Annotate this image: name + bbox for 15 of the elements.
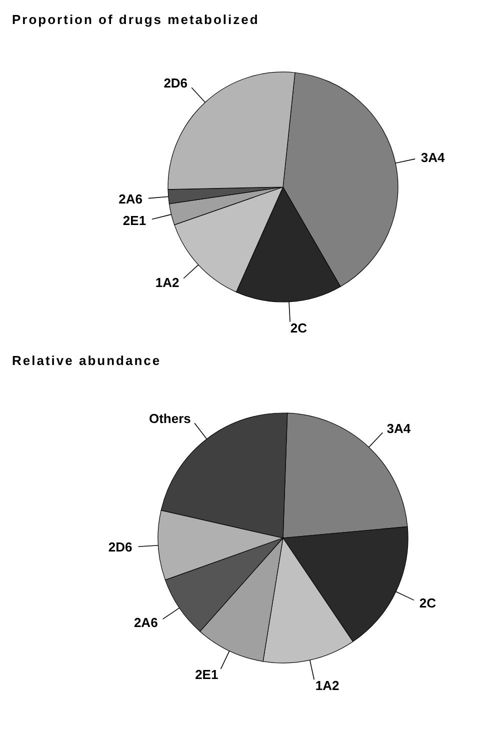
chart-title: Relative abundance [11, 352, 162, 368]
chart-title: Proportion of drugs metabolized [11, 11, 260, 27]
slice-label: 2C [290, 320, 308, 336]
slice-label: 2A6 [118, 191, 142, 206]
slice-label: 2E1 [122, 213, 146, 228]
slice-label: Others [148, 410, 191, 426]
slice-label: 2E1 [195, 666, 218, 682]
slice-label: 2D6 [108, 539, 132, 554]
slice-label: 2D6 [164, 76, 188, 91]
slice-label: 2C [419, 595, 437, 610]
slice-label: 3A4 [420, 150, 446, 166]
slice-label: 3A4 [386, 420, 412, 436]
slice-label: 1A2 [315, 678, 340, 693]
slice-label: 2A6 [134, 614, 158, 630]
slice-label: 1A2 [155, 274, 180, 290]
